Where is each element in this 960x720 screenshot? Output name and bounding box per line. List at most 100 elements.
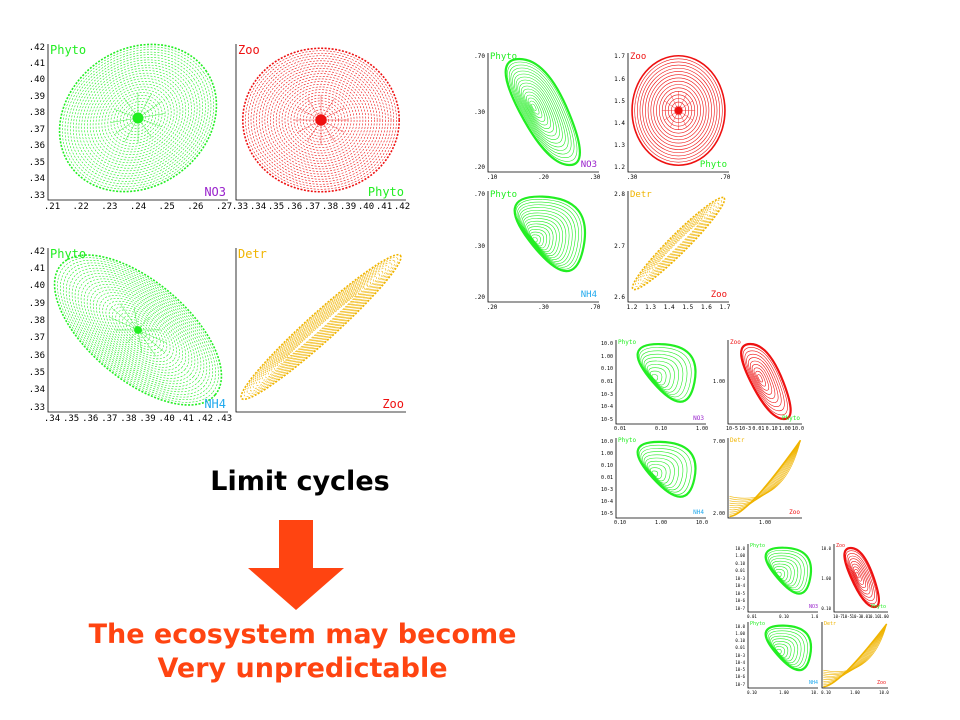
large-2-orbit [62,262,214,398]
y-tick-label: 10-3 [735,575,745,581]
large-0-spoke [110,117,139,123]
y-tick-label: 1.00 [735,553,745,559]
y-tick-label: .37 [28,333,45,344]
x-tick-label: 0.01 [752,426,765,432]
y-tick-label: .39 [28,298,45,309]
medium-1-spoke [670,110,679,128]
tiny-3-trajectory [823,623,887,674]
medium-0-orbit [527,97,543,119]
y-tick-label: 1.00 [712,379,725,385]
small-2-orbit [648,464,667,482]
small-2-orbit [651,470,659,477]
large-0-spoke [114,109,139,119]
y-tick-label: .42 [28,246,45,257]
y-tick-label: 0.01 [735,645,745,651]
x-tick-label: 0.01 [747,614,757,619]
plot-canvas [747,544,820,613]
y-axis-label: Phyto [618,437,637,444]
y-tick-label: 10-3 [735,652,745,658]
large-1-orbit [275,78,367,162]
axis-lines [487,191,599,303]
y-axis-label: Phyto [490,190,518,200]
large-3-orbit [264,276,378,378]
tiny-3-trajectory [823,623,887,684]
large-1-spoke [320,98,335,121]
medium-2-orbit [530,231,544,247]
medium-0-orbit [526,94,546,122]
x-tick-label: 1.5 [682,304,694,311]
large-0-spoke [137,117,152,138]
tiny-3-trajectory [823,623,887,679]
plot-canvas [627,53,729,173]
x-tick-label: 0.10 [821,690,831,695]
x-tick-label: 10-7 [833,614,843,619]
y-axis-label: Detr [238,247,267,261]
small-1-orbit [749,360,776,399]
y-axis-label: Zoo [238,43,260,57]
small-1-orbit [755,370,766,387]
y-tick-label: 10-4 [735,659,745,665]
y-axis-label: Phyto [50,247,87,261]
y-tick-label: 10-5 [735,667,745,673]
y-tick-label: 10-5 [735,590,745,596]
y-axis-label: Phyto [490,52,518,62]
medium-0-orbit [519,82,557,137]
y-tick-label: 10.0 [600,439,613,445]
large-1-orbit [264,68,378,172]
plot-canvas [615,438,706,519]
x-tick-label: .40 [357,202,375,212]
plot-canvas [821,622,888,689]
large-0-orbit [78,62,198,174]
medium-3-orbit [654,219,703,268]
phase-plot-tiny-detr-vs-zoo: 0.10 1.00 10.0 Detr Zoo [818,620,890,696]
medium-1-orbit [634,58,723,163]
x-tick-label: 1.00 [654,520,668,526]
x-tick-label: .30 [626,174,638,181]
y-tick-label: .34 [28,385,45,396]
large-3-orbit [282,292,360,362]
y-tick-label: .36 [28,141,45,152]
y-tick-label: .39 [28,91,45,102]
x-tick-label: .40 [158,414,175,424]
small-3-trajectory [729,440,801,507]
plot-canvas [235,44,406,201]
y-tick-label: 2.00 [712,511,725,517]
tiny-2-orbit [774,643,789,658]
medium-1-orbit [645,71,712,150]
large-1-spoke [297,119,322,133]
consequence-line-2: Very unpredictable [157,653,448,684]
medium-2-orbit [522,215,563,258]
y-tick-label: .70 [474,191,485,199]
large-2-orbit [86,284,190,376]
axis-lines [235,44,406,201]
large-3-orbit [270,281,372,373]
x-tick-label: .38 [321,202,339,212]
y-tick-label: 2.7 [614,242,625,250]
small-2-orbit [646,460,671,484]
x-tick-label: .25 [158,202,175,212]
large-1-orbit [290,92,352,148]
large-3-orbit [240,253,402,401]
y-tick-label: .35 [28,367,45,378]
medium-3-orbit [631,196,726,291]
medium-3-orbit [634,199,723,288]
y-tick-label: .40 [28,75,45,86]
axis-lines [821,622,888,689]
large-3-orbit [261,273,381,381]
small-1-orbit [746,353,782,408]
y-tick-label: 10-7 [735,681,745,687]
x-tick-label: 10.0 [791,426,804,432]
large-0-orbit [64,49,212,187]
y-tick-label: 0.01 [600,379,613,385]
x-tick-label: .42 [196,414,213,424]
x-tick-label: .34 [249,202,267,212]
y-tick-label: 10-7 [735,605,745,611]
medium-0-orbit [524,91,549,126]
large-3-orbit [243,257,399,397]
x-tick-label: 1.7 [719,304,731,311]
phase-plot-large-phyto-vs-no3: .42 .41 .40 .39 .38 .37 .36 .35 .34 .33.21 .22 .23.… [12,40,232,218]
large-0-orbit [67,51,209,185]
small-3-trajectory [729,440,801,513]
small-1-orbit [740,342,792,421]
medium-2-orbit [520,209,570,262]
